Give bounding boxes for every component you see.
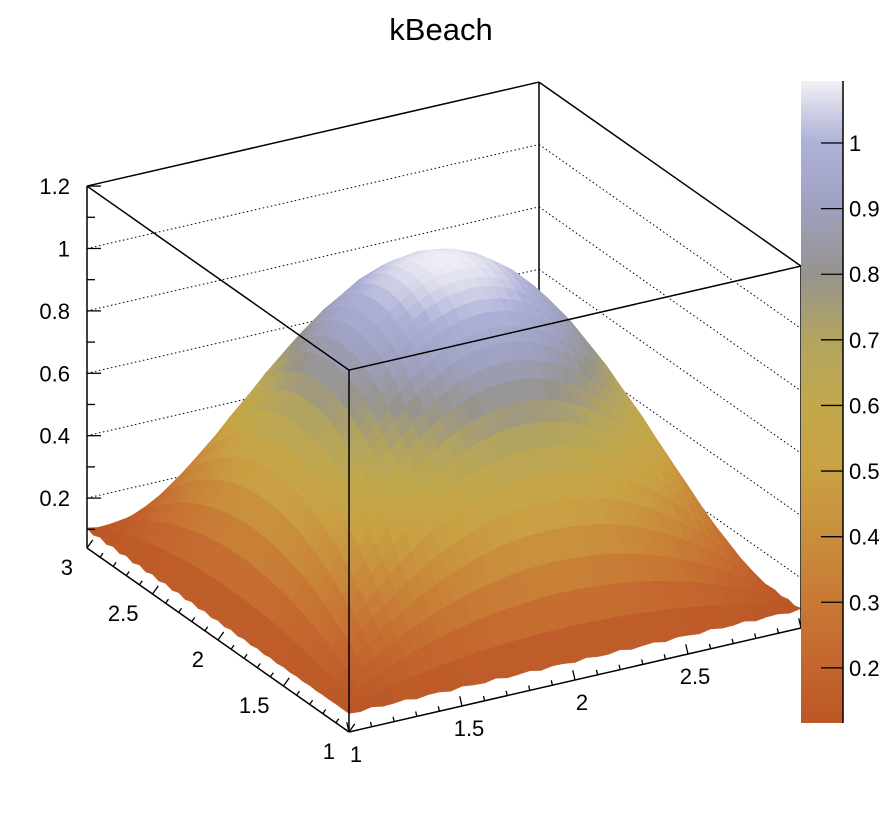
y-minor-tick (335, 718, 340, 724)
colorbar-tick-label: 0.4 (849, 525, 880, 550)
plot-title: kBeach (389, 12, 492, 47)
y-major-tick (282, 677, 290, 687)
x-minor-tick (369, 721, 373, 727)
y-minor-tick (269, 672, 274, 678)
y-minor-tick (165, 598, 170, 604)
x-minor-tick (708, 643, 712, 649)
y-major-tick (348, 723, 356, 733)
x-minor-tick (731, 638, 734, 644)
wall-grid-line (538, 144, 802, 329)
x-major-tick (685, 644, 689, 655)
box-edge-top-front-right (348, 265, 802, 371)
wall-grid-line (538, 268, 802, 454)
x-minor-tick (528, 685, 531, 691)
y-tick-label: 2.5 (108, 601, 139, 626)
surface-mesh (86, 248, 802, 714)
wall-grid-line (86, 143, 540, 249)
colorbar-tick-label: 0.8 (849, 262, 880, 287)
y-tick-label: 1.5 (239, 693, 270, 718)
z-tick-label: 0.4 (39, 424, 70, 449)
wall-grid-line (86, 206, 540, 312)
surface-quad (342, 702, 361, 714)
x-major-tick (798, 618, 802, 629)
x-tick-label: 1 (350, 742, 362, 767)
colorbar-tick-label: 0.2 (849, 656, 880, 681)
x-minor-tick (392, 716, 395, 722)
colorbar-tick-label: 1 (849, 131, 861, 156)
y-minor-tick (138, 580, 143, 586)
box-edge-top-left (86, 81, 540, 187)
y-minor-tick (243, 653, 248, 659)
x-tick-label: 1.5 (454, 716, 485, 741)
x-minor-tick (641, 659, 644, 665)
z-tick-label: 0.8 (39, 299, 70, 324)
y-minor-tick (322, 709, 327, 714)
x-minor-tick (776, 628, 780, 634)
y-major-tick (151, 585, 159, 595)
y-tick-label: 2 (192, 647, 204, 672)
x-tick-label: 2.5 (680, 664, 711, 689)
colorbar-tick-label: 0.6 (849, 393, 880, 418)
y-minor-tick (204, 626, 209, 632)
colorbar-tick-label: 0.5 (849, 459, 880, 484)
y-minor-tick (296, 690, 301, 696)
back-walls (86, 81, 802, 579)
box-edge-top-front-left (86, 185, 350, 371)
colorbar-tick-label: 0.3 (849, 590, 880, 615)
z-axis: 0.2 0.4 0.6 0.8 1 1.2 (39, 174, 101, 548)
x-minor-tick (482, 695, 486, 701)
x-minor-tick (505, 690, 508, 696)
x-major-tick (572, 670, 576, 681)
x-minor-tick (618, 664, 621, 670)
colorbar-tick-label: 0.7 (849, 328, 880, 353)
x-minor-tick (415, 711, 418, 717)
x-major-tick (459, 696, 463, 707)
x-tick-label: 2 (576, 690, 588, 715)
colorbar-tick-label: 0.9 (849, 197, 880, 222)
wall-grid-line (538, 206, 802, 392)
x-major-tick (346, 722, 350, 733)
y-major-tick (217, 631, 225, 641)
x-minor-tick (550, 680, 554, 686)
x-axis: 11.522.53 (346, 618, 814, 767)
z-tick-label: 0.2 (39, 486, 70, 511)
z-tick-label: 0.6 (39, 361, 70, 386)
x-minor-tick (595, 669, 599, 675)
y-minor-tick (309, 699, 314, 705)
z-tick-label: 1.2 (39, 174, 70, 199)
y-minor-tick (256, 663, 261, 668)
y-tick-label: 3 (61, 555, 73, 580)
y-minor-tick (99, 552, 104, 558)
y-minor-tick (178, 607, 183, 613)
colorbar-gradient (801, 81, 843, 723)
x-minor-tick (663, 654, 667, 660)
y-minor-tick (230, 644, 235, 650)
y-tick-label: 1 (323, 739, 335, 764)
y-minor-tick (191, 617, 196, 622)
x-minor-tick (754, 633, 757, 639)
x-minor-tick (437, 706, 441, 712)
y-minor-tick (125, 571, 130, 576)
y-axis: 3 2.5 2 1.5 1 (61, 539, 356, 764)
colorbar: 0.2 0.3 0.4 0.5 0.6 0.7 0.8 0.9 1 (801, 81, 880, 723)
y-minor-tick (112, 561, 117, 567)
y-major-tick (86, 539, 94, 549)
box-edge-top-right (538, 81, 802, 267)
z-tick-label: 1 (58, 236, 70, 261)
